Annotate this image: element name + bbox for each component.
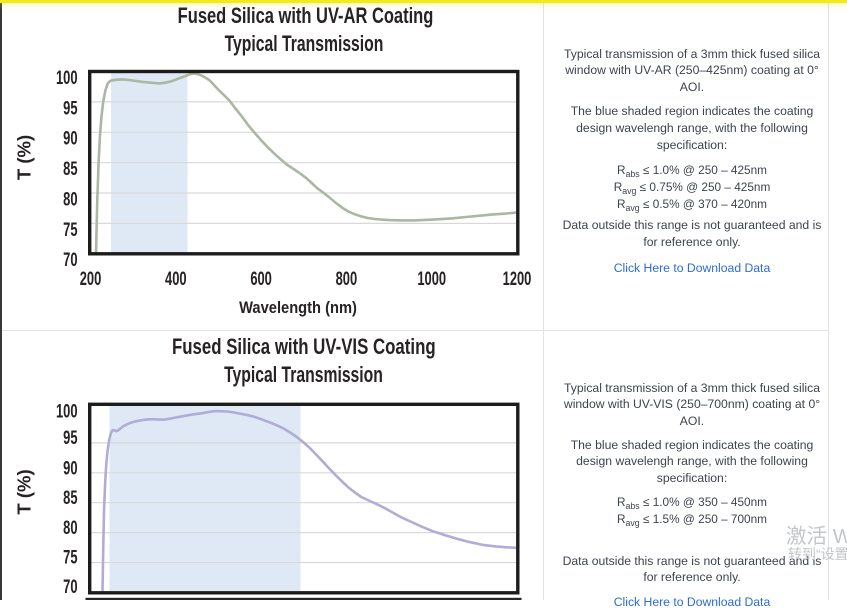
svg-text:80: 80 — [63, 189, 77, 210]
svg-text:Typical Transmission: Typical Transmission — [224, 362, 383, 387]
svg-text:70: 70 — [63, 250, 77, 271]
svg-text:85: 85 — [63, 488, 77, 509]
svg-text:Fused Silica with UV-VIS Coati: Fused Silica with UV-VIS Coating — [172, 335, 436, 360]
svg-text:80: 80 — [63, 518, 77, 539]
svg-text:1200: 1200 — [503, 269, 532, 290]
svg-text:75: 75 — [63, 219, 77, 240]
svg-text:90: 90 — [63, 458, 77, 479]
svg-text:90: 90 — [63, 128, 77, 149]
svg-text:75: 75 — [63, 547, 77, 568]
svg-text:Wavelength (nm): Wavelength (nm) — [239, 299, 357, 317]
svg-text:100: 100 — [56, 401, 78, 422]
svg-text:Fused Silica with UV-AR Coatin: Fused Silica with UV-AR Coating — [178, 4, 434, 29]
svg-text:1000: 1000 — [417, 269, 446, 290]
svg-text:85: 85 — [63, 159, 77, 180]
svg-text:100: 100 — [56, 68, 78, 89]
svg-text:Typical Transmission: Typical Transmission — [225, 31, 384, 56]
svg-text:600: 600 — [250, 269, 272, 290]
svg-text:400: 400 — [165, 269, 187, 290]
svg-text:200: 200 — [80, 269, 102, 290]
svg-text:95: 95 — [63, 428, 77, 449]
svg-text:800: 800 — [336, 269, 358, 290]
svg-text:70: 70 — [63, 577, 77, 598]
svg-text:T (%): T (%) — [14, 469, 35, 514]
svg-text:95: 95 — [63, 98, 77, 119]
svg-text:T (%): T (%) — [14, 135, 35, 180]
